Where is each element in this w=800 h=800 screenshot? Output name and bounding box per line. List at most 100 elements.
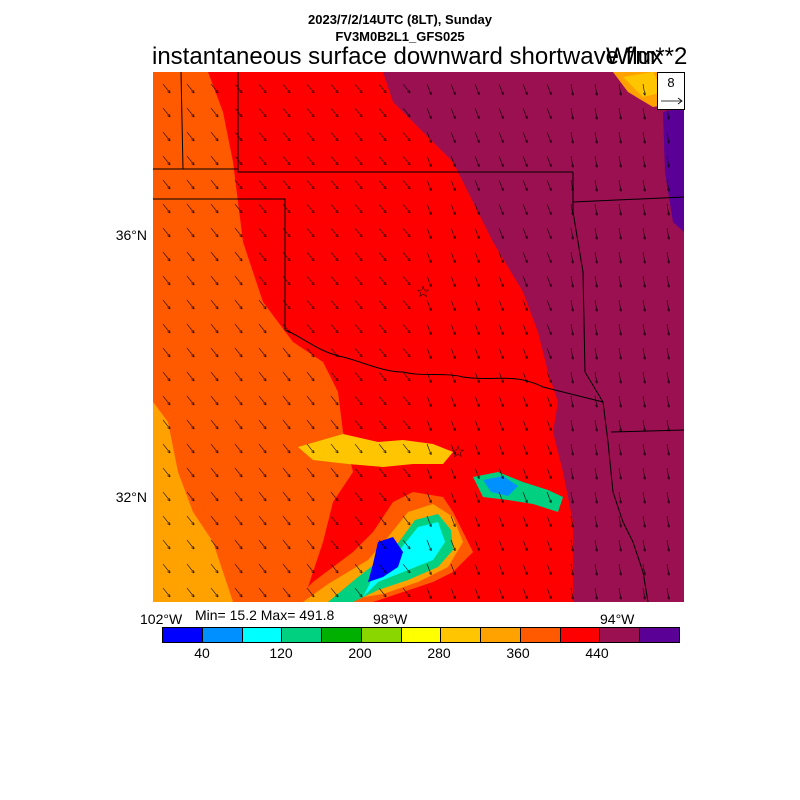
wind-arrow — [666, 131, 669, 143]
colorbar-label: 280 — [427, 645, 451, 661]
wind-arrow — [570, 371, 573, 383]
wind-arrow — [282, 467, 290, 477]
wind-arrow — [426, 395, 431, 406]
wind-arrow — [594, 203, 597, 215]
wind-arrow — [426, 323, 431, 334]
wind-arrow — [570, 227, 573, 239]
wind-arrow — [594, 179, 597, 191]
colorbar-swatch — [481, 628, 521, 642]
wind-arrow — [570, 515, 573, 527]
wind-arrow — [378, 275, 386, 285]
wind-arrow — [474, 155, 479, 166]
wind-arrow — [354, 515, 362, 525]
wind-arrow — [210, 275, 218, 285]
wind-arrow — [402, 299, 410, 309]
wind-arrow — [306, 275, 314, 285]
wind-arrow — [402, 491, 410, 501]
wind-arrow — [306, 107, 314, 117]
wind-arrow — [450, 251, 455, 262]
wind-arrow — [330, 323, 338, 333]
wind-arrow — [666, 515, 669, 527]
wind-arrow — [258, 131, 266, 141]
wind-arrow — [426, 203, 431, 214]
wind-arrow — [330, 299, 338, 309]
wind-arrow — [330, 83, 338, 93]
wind-arrow — [330, 179, 338, 189]
wind-arrow — [618, 467, 621, 479]
wind-arrow — [618, 227, 621, 239]
wind-arrow — [282, 323, 290, 333]
wind-arrow — [306, 347, 314, 357]
wind-arrow — [474, 419, 479, 430]
colorbar-swatch — [640, 628, 679, 642]
wind-arrow — [258, 587, 266, 597]
wind-arrow — [570, 83, 573, 95]
wind-arrow — [498, 395, 503, 406]
wind-arrow — [546, 347, 551, 358]
wind-arrow — [522, 587, 527, 598]
wind-arrow — [330, 515, 338, 525]
wind-arrow — [498, 347, 503, 358]
wind-arrow — [498, 251, 503, 262]
wind-arrow — [546, 323, 551, 334]
wind-arrow — [666, 347, 669, 359]
wind-arrow — [402, 179, 410, 189]
wind-arrow — [642, 251, 645, 263]
wind-arrow — [354, 83, 362, 93]
wind-arrow — [450, 419, 455, 430]
wind-arrow — [162, 395, 170, 405]
wind-arrow — [402, 347, 410, 357]
wind-arrow — [546, 491, 551, 502]
wind-arrow — [450, 107, 455, 118]
wind-arrow — [234, 515, 242, 525]
wind-arrow — [258, 83, 266, 93]
colorbar-swatch — [560, 628, 601, 642]
wind-arrow — [282, 563, 290, 573]
wind-arrow — [594, 587, 597, 599]
wind-arrow — [450, 275, 455, 286]
wind-arrow — [402, 323, 410, 333]
wind-arrow — [570, 491, 573, 503]
wind-arrow — [186, 395, 194, 405]
wind-arrow — [186, 107, 194, 117]
wind-vectors — [162, 83, 669, 599]
wind-arrow — [498, 203, 503, 214]
wind-arrow — [234, 179, 242, 189]
wind-arrow — [522, 179, 527, 190]
wind-arrow — [258, 467, 266, 477]
wind-arrow — [354, 347, 362, 357]
wind-arrow — [258, 395, 266, 405]
wind-arrow — [234, 443, 242, 453]
wind-arrow — [354, 179, 362, 189]
colorbar-swatch — [441, 628, 482, 642]
wind-arrow — [186, 467, 194, 477]
wind-arrow — [594, 107, 597, 119]
wind-arrow — [306, 419, 314, 429]
wind-arrow — [330, 587, 338, 597]
wind-arrow — [330, 203, 338, 213]
wind-arrow — [426, 131, 431, 142]
wind-arrow — [306, 563, 314, 573]
wind-arrow — [186, 515, 194, 525]
wind-arrow — [402, 131, 410, 141]
wind-arrow — [426, 275, 431, 286]
wind-arrow — [306, 155, 314, 165]
wind-arrow — [162, 203, 170, 213]
wind-arrow — [642, 419, 645, 431]
wind-arrow — [618, 563, 621, 575]
wind-arrow — [594, 83, 597, 95]
wind-arrow — [354, 539, 362, 549]
wind-arrow — [426, 419, 431, 430]
wind-arrow — [474, 347, 479, 358]
wind-arrow — [210, 251, 218, 261]
wind-arrow — [594, 227, 597, 239]
wind-arrow — [306, 491, 314, 501]
wind-arrow — [186, 179, 194, 189]
wind-arrow — [642, 203, 645, 215]
wind-arrow — [522, 203, 527, 214]
wind-arrow — [618, 179, 621, 191]
wind-arrow — [210, 179, 218, 189]
wind-arrow — [594, 491, 597, 503]
wind-arrow — [498, 587, 503, 598]
cloud-band-east-core — [483, 476, 518, 496]
